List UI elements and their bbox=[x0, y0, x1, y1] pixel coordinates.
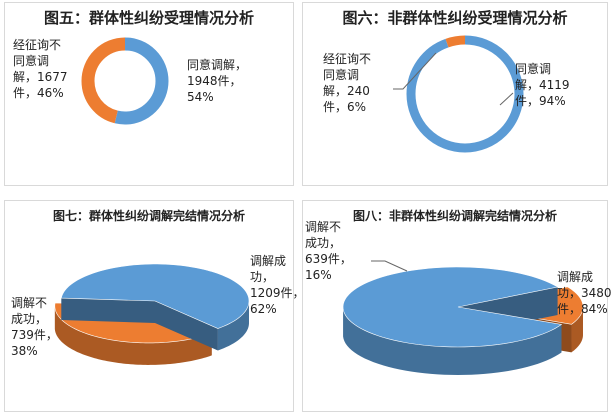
leader-line bbox=[499, 92, 514, 106]
pie-3d-chart: 调解成功， 1209件， 62% 调解不成功， 739件， 38% bbox=[11, 254, 305, 365]
data-label: 调解不成功， 639件， 16% bbox=[305, 220, 352, 282]
chart-panel-fig6: 图六：非群体性纠纷受理情况分析 同意调解，4119 件，94% 经征询不同意调解，2… bbox=[302, 2, 608, 186]
chart-title: 图六：非群体性纠纷受理情况分析 bbox=[342, 9, 568, 27]
slice-rim bbox=[571, 307, 583, 353]
donut-slice bbox=[406, 35, 524, 153]
data-label-line: 件，6% bbox=[323, 100, 366, 114]
data-label-line: 739件， bbox=[11, 328, 58, 342]
data-label-line: 1209件， bbox=[250, 286, 305, 300]
data-label-line: 经征询不 bbox=[323, 52, 371, 66]
data-label-line: 62% bbox=[250, 302, 277, 316]
data-label-line: 解，240 bbox=[323, 84, 370, 98]
data-label-line: 调解不 bbox=[11, 296, 47, 310]
data-label-line: 件，94% bbox=[515, 94, 566, 108]
data-label-line: 件，84% bbox=[557, 302, 608, 316]
donut-chart: 同意调解，4119 件，94%经征询不同意调解，240 件，6% bbox=[323, 35, 570, 153]
chart-panel-fig7: 图七：群体性纠纷调解完结情况分析 调解成功， 1209件， 62% 调解不成功， 739… bbox=[4, 200, 305, 412]
data-label-line: 功， bbox=[250, 270, 274, 284]
slice-rim bbox=[343, 308, 562, 375]
data-label-line: 1948件， bbox=[187, 74, 242, 88]
data-label-line: 639件， bbox=[305, 252, 352, 266]
chart-title: 图七：群体性纠纷调解完结情况分析 bbox=[52, 209, 245, 223]
slice-wall bbox=[61, 298, 155, 323]
data-label-line: 同意调 bbox=[323, 67, 359, 82]
data-label-line: 成功， bbox=[305, 236, 341, 250]
slice-top bbox=[60, 263, 250, 329]
data-label-line: 54% bbox=[187, 90, 214, 104]
donut-slice bbox=[406, 35, 524, 153]
donut-slice bbox=[81, 37, 169, 125]
data-label-line: 同意调 bbox=[515, 61, 551, 76]
data-label-line: 调解成 bbox=[557, 270, 593, 284]
data-label-line: 调解成 bbox=[250, 254, 286, 268]
data-label: 调解不成功， 739件， 38% bbox=[11, 296, 58, 358]
data-label: 调解成功，3480 件，84% bbox=[557, 270, 612, 316]
leader-line bbox=[393, 52, 437, 90]
chart-panel-fig8: 图八：非群体性纠纷调解完结情况分析 调解成功，3480 件，84% 调解不成功， 63… bbox=[302, 200, 612, 412]
data-label: 经征询不同意调解，240 件，6% bbox=[323, 52, 371, 114]
data-label-line: 件，46% bbox=[13, 86, 64, 100]
slice-wall bbox=[155, 301, 218, 351]
data-label: 同意调解，4119 件，94% bbox=[515, 61, 570, 108]
data-label-line: 38% bbox=[11, 344, 38, 358]
data-label-line: 16% bbox=[305, 268, 332, 282]
chart-title: 图八：非群体性纠纷调解完结情况分析 bbox=[352, 209, 557, 223]
data-label: 同意调解， 1948件， 54% bbox=[187, 57, 247, 104]
chart-panel-fig5: 图五：群体性纠纷受理情况分析 同意调解， 1948件， 54% 经征询不同意调解，16… bbox=[4, 2, 294, 186]
data-label-line: 成功， bbox=[11, 312, 47, 326]
data-label-line: 同意调 bbox=[13, 53, 49, 68]
slice-top bbox=[342, 266, 563, 348]
slice-rim bbox=[217, 301, 249, 351]
data-label: 经征询不同意调解，1677 件，46% bbox=[13, 38, 68, 100]
leader-line bbox=[371, 260, 408, 272]
data-label-line: 解，4119 bbox=[515, 78, 570, 92]
donut-chart: 同意调解， 1948件， 54% 经征询不同意调解，1677 件，46% bbox=[13, 37, 247, 125]
chart-title: 图五：群体性纠纷受理情况分析 bbox=[43, 9, 254, 27]
slice-rim bbox=[54, 306, 212, 365]
pie-slice bbox=[342, 266, 563, 375]
data-label-line: 同意调解， bbox=[187, 57, 247, 72]
data-label-line: 解，1677 bbox=[13, 70, 68, 84]
pie-slice bbox=[60, 263, 250, 351]
data-label-line: 调解不 bbox=[305, 220, 341, 234]
data-label: 调解成功， 1209件， 62% bbox=[250, 254, 305, 316]
data-label-line: 经征询不 bbox=[13, 38, 61, 52]
data-label-line: 功，3480 bbox=[557, 286, 612, 300]
pie-3d-chart: 调解成功，3480 件，84% 调解不成功， 639件， 16% bbox=[305, 220, 612, 375]
